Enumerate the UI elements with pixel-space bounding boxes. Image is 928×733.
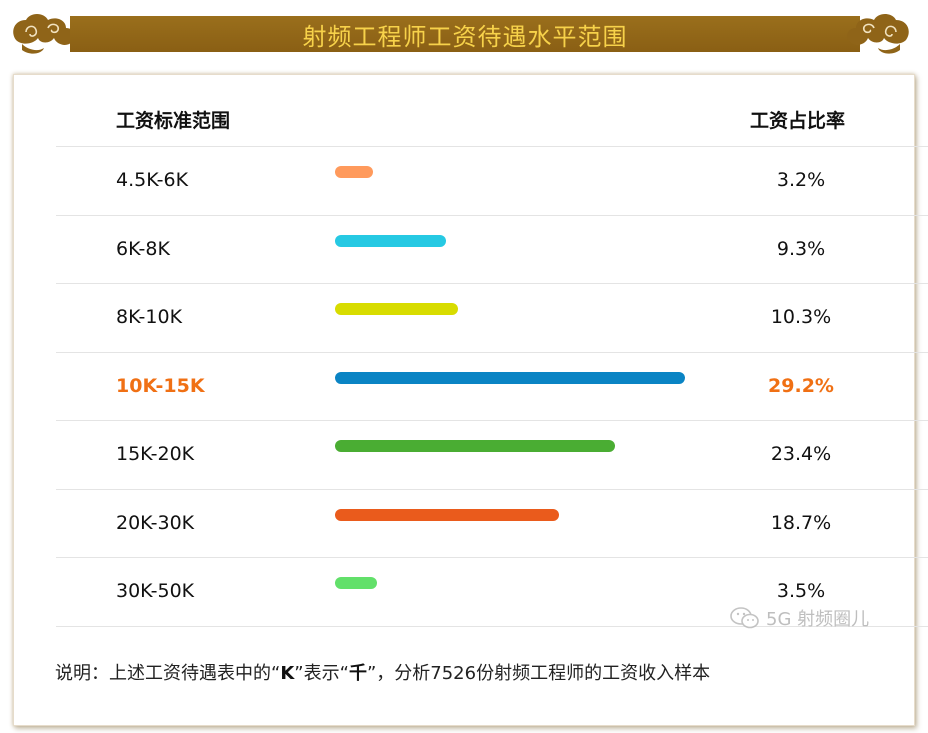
salary-percent-label: 9.3% — [776, 237, 826, 260]
salary-range-label: 30K-50K — [116, 580, 195, 602]
salary-bar — [335, 508, 560, 521]
salary-range-label: 4.5K-6K — [116, 169, 189, 191]
salary-bar — [335, 440, 616, 452]
cloud-ornament-left-icon — [13, 14, 75, 54]
salary-card: 工资标准范围 工资占比率 4.5K-6K 3.2% 6K-8K 9.3% 8K-10K 1… — [13, 74, 928, 726]
salary-range-label: 6K-8K — [116, 237, 170, 260]
footnote-mid: ”表示“ — [294, 663, 349, 684]
cloud-ornament-right-icon — [847, 14, 909, 54]
column-header-ratio: 工资占比率 — [750, 110, 846, 132]
wechat-icon — [730, 607, 759, 629]
salary-percent-label: 18.7% — [770, 511, 832, 534]
salary-bar — [335, 371, 685, 384]
footnote: 说明：上述工资待遇表中的“K”表示“千”，分析7526份射频工程师的工资收入样本 — [55, 659, 710, 685]
footnote-qian: 千 — [348, 663, 367, 684]
salary-bar — [335, 303, 459, 315]
table-row: 4.5K-6K 3.2% — [56, 146, 928, 215]
page-title: 射频工程师工资待遇水平范围 — [302, 22, 628, 51]
table-row: 20K-30K 18.7% — [56, 488, 928, 558]
salary-percent-label: 3.2% — [776, 169, 826, 191]
watermark-text: 5G 射频圈儿 — [766, 609, 870, 630]
salary-range-label: 8K-10K — [116, 306, 183, 328]
table-row: 8K-10K 10.3% — [56, 283, 928, 352]
watermark: 5G 射频圈儿 — [730, 605, 869, 631]
salary-range-label: 15K-20K — [116, 443, 195, 465]
table-row: 30K-50K 3.5% — [56, 557, 928, 627]
salary-range-label: 10K-15K — [116, 374, 205, 397]
salary-percent-label: 10.3% — [770, 306, 832, 328]
table-row: 10K-15K 29.2% — [56, 351, 928, 421]
salary-percent-label: 29.2% — [768, 374, 834, 397]
title-banner: 射频工程师工资待遇水平范围 — [70, 16, 860, 52]
salary-range-label: 20K-30K — [116, 511, 195, 534]
salary-percent-label: 3.5% — [776, 580, 826, 602]
footnote-suffix: ”，分析7526份射频工程师的工资收入样本 — [366, 663, 711, 684]
table-row: 15K-20K 23.4% — [56, 420, 928, 489]
table-row: 6K-8K 9.3% — [56, 214, 928, 284]
salary-bar — [335, 234, 447, 247]
salary-bar — [335, 577, 377, 589]
footnote-k: K — [280, 663, 295, 684]
footnote-prefix: 说明：上述工资待遇表中的“ — [55, 663, 281, 684]
salary-bar — [335, 166, 374, 178]
salary-percent-label: 23.4% — [770, 443, 832, 465]
column-header-range: 工资标准范围 — [116, 110, 231, 132]
